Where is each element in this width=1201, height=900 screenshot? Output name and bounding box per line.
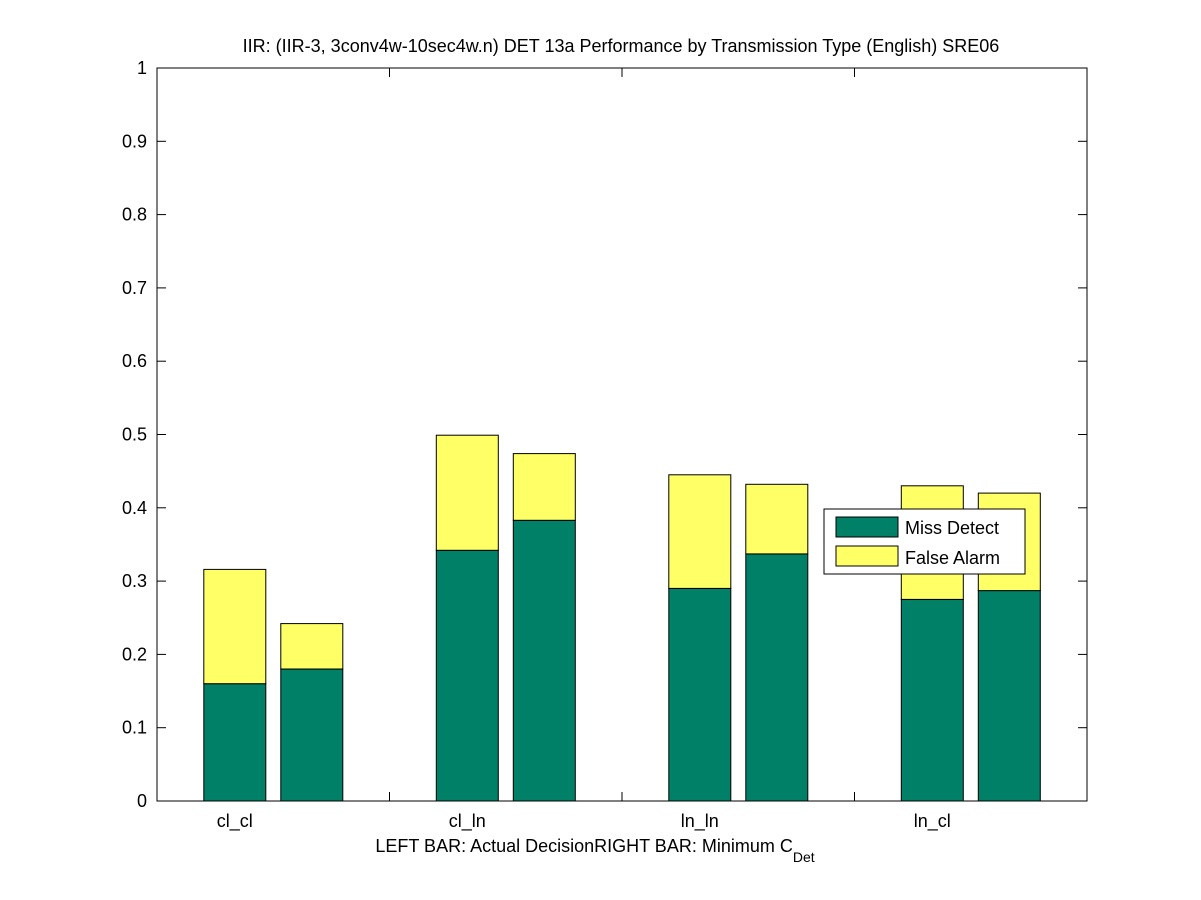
x-tick-label-ln-cl: ln_cl	[914, 811, 951, 832]
bar-cl-cl-right-miss-detect	[280, 668, 344, 802]
bar-cl-ln-right-false-alarm	[512, 453, 576, 521]
legend: Miss Detect False Alarm	[823, 508, 1026, 575]
x-axis-label-left: LEFT BAR: Actual Decision	[375, 836, 594, 856]
chart-title: IIR: (IIR-3, 3conv4w-10sec4w.n) DET 13a …	[243, 36, 1000, 56]
bar-ln-cl-left-miss-detect	[900, 598, 964, 802]
y-tick-label: 0.5	[122, 425, 147, 445]
legend-label-miss-detect: Miss Detect	[905, 518, 999, 538]
y-tick-label: 0.1	[122, 718, 147, 738]
x-axis-label: LEFT BAR: Actual DecisionRIGHT BAR: Mini…	[375, 836, 814, 865]
bars-layer	[203, 434, 1041, 802]
y-tick-label: 1	[137, 58, 147, 78]
y-tick-label: 0.7	[122, 278, 147, 298]
x-tick-label-cl-cl: cl_cl	[217, 811, 253, 832]
bar-ln-ln-right-miss-detect	[745, 553, 809, 802]
bar-cl-cl-left-miss-detect	[203, 683, 267, 802]
bar-ln-ln-right-false-alarm	[745, 483, 809, 555]
y-tick-label: 0.6	[122, 351, 147, 371]
legend-swatch-miss-detect	[835, 516, 899, 538]
x-tick-label-ln-ln: ln_ln	[681, 811, 719, 832]
bar-ln-ln-left-false-alarm	[668, 474, 732, 589]
x-axis-label-subscript: Det	[793, 849, 815, 865]
ticks-layer: cl_cl cl_ln ln_ln ln_cl 0 0.1 0.2 0.3 0.4 0.5 0.6 0…	[122, 58, 1087, 832]
y-tick-label: 0.8	[122, 205, 147, 225]
legend-swatch-false-alarm	[835, 545, 899, 567]
bar-ln-ln-left-miss-detect	[668, 587, 732, 802]
y-tick-label: 0.4	[122, 498, 147, 518]
legend-label-false-alarm: False Alarm	[905, 548, 1000, 568]
x-tick-label-cl-ln: cl_ln	[449, 811, 486, 832]
y-tick-label: 0	[137, 791, 147, 811]
bar-cl-cl-right-false-alarm	[280, 623, 344, 670]
bar-cl-ln-left-false-alarm	[435, 434, 499, 551]
bar-cl-ln-left-miss-detect	[435, 549, 499, 802]
bar-ln-cl-right-miss-detect	[977, 590, 1041, 802]
bar-cl-ln-right-miss-detect	[512, 519, 576, 802]
x-axis-label-right: RIGHT BAR: Minimum C	[594, 836, 793, 856]
bar-cl-cl-left-false-alarm	[203, 568, 267, 685]
y-tick-label: 0.3	[122, 571, 147, 591]
y-tick-label: 0.9	[122, 131, 147, 151]
y-tick-label: 0.2	[122, 644, 147, 664]
